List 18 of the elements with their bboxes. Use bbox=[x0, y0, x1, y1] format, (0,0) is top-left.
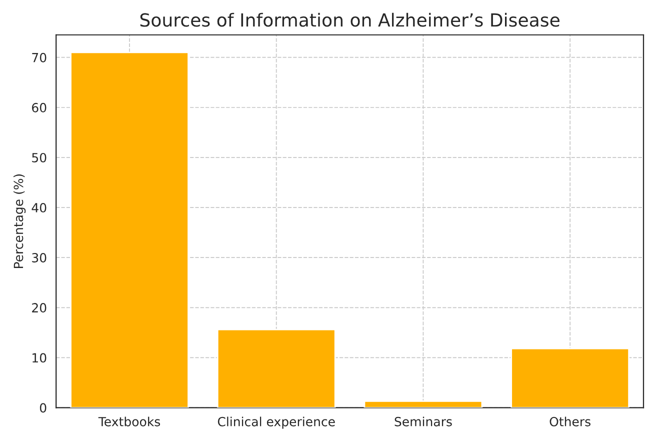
y-tick-label: 70 bbox=[32, 52, 46, 62]
x-tick-label: Others bbox=[550, 416, 590, 426]
y-tick-label: 60 bbox=[32, 102, 46, 112]
x-tick-label: Textbooks bbox=[98, 416, 160, 426]
x-tick-label: Seminars bbox=[394, 416, 452, 426]
y-tick-label: 0 bbox=[40, 403, 46, 413]
x-tick-label: Clinical experience bbox=[218, 416, 335, 429]
bar bbox=[510, 348, 630, 408]
y-tick-label: 40 bbox=[32, 202, 46, 212]
bar bbox=[364, 400, 483, 408]
y-tick-label: 10 bbox=[32, 353, 46, 363]
y-tick-label: 20 bbox=[32, 303, 46, 313]
y-tick-label: 30 bbox=[32, 253, 46, 262]
bar bbox=[216, 328, 336, 408]
bar bbox=[70, 52, 189, 408]
y-axis-title: Percentage (%) bbox=[14, 174, 26, 268]
y-tick-label: 50 bbox=[32, 152, 46, 162]
chart-title: Sources of Information on Alzheimer’s Disease bbox=[140, 12, 560, 27]
